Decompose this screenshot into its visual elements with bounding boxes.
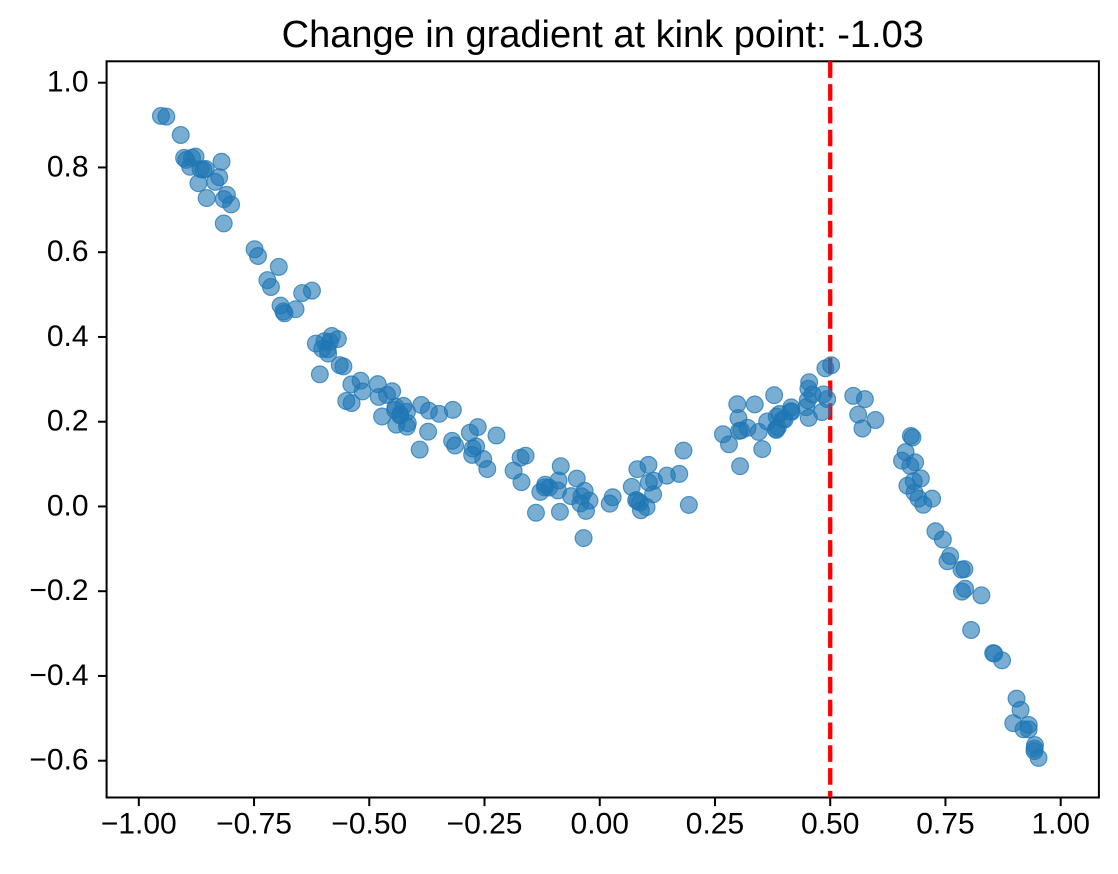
svg-text:0.8: 0.8 [47, 150, 89, 183]
svg-text:−0.50: −0.50 [331, 808, 407, 841]
svg-text:0.4: 0.4 [47, 320, 89, 353]
svg-text:−0.75: −0.75 [216, 808, 292, 841]
svg-text:0.50: 0.50 [801, 808, 859, 841]
svg-text:1.0: 1.0 [47, 66, 89, 99]
svg-text:0.2: 0.2 [47, 405, 89, 438]
svg-text:−0.6: −0.6 [29, 744, 88, 777]
svg-text:0.00: 0.00 [571, 808, 629, 841]
svg-text:0.6: 0.6 [47, 235, 89, 268]
svg-text:−0.2: −0.2 [29, 574, 88, 607]
svg-text:Change in gradient at kink poi: Change in gradient at kink point: -1.03 [282, 14, 924, 56]
svg-text:−1.00: −1.00 [101, 808, 177, 841]
svg-text:0.75: 0.75 [916, 808, 974, 841]
svg-text:−0.4: −0.4 [29, 659, 88, 692]
svg-text:1.00: 1.00 [1032, 808, 1090, 841]
svg-text:0.0: 0.0 [47, 489, 89, 522]
svg-text:−0.25: −0.25 [447, 808, 523, 841]
svg-text:0.25: 0.25 [686, 808, 744, 841]
